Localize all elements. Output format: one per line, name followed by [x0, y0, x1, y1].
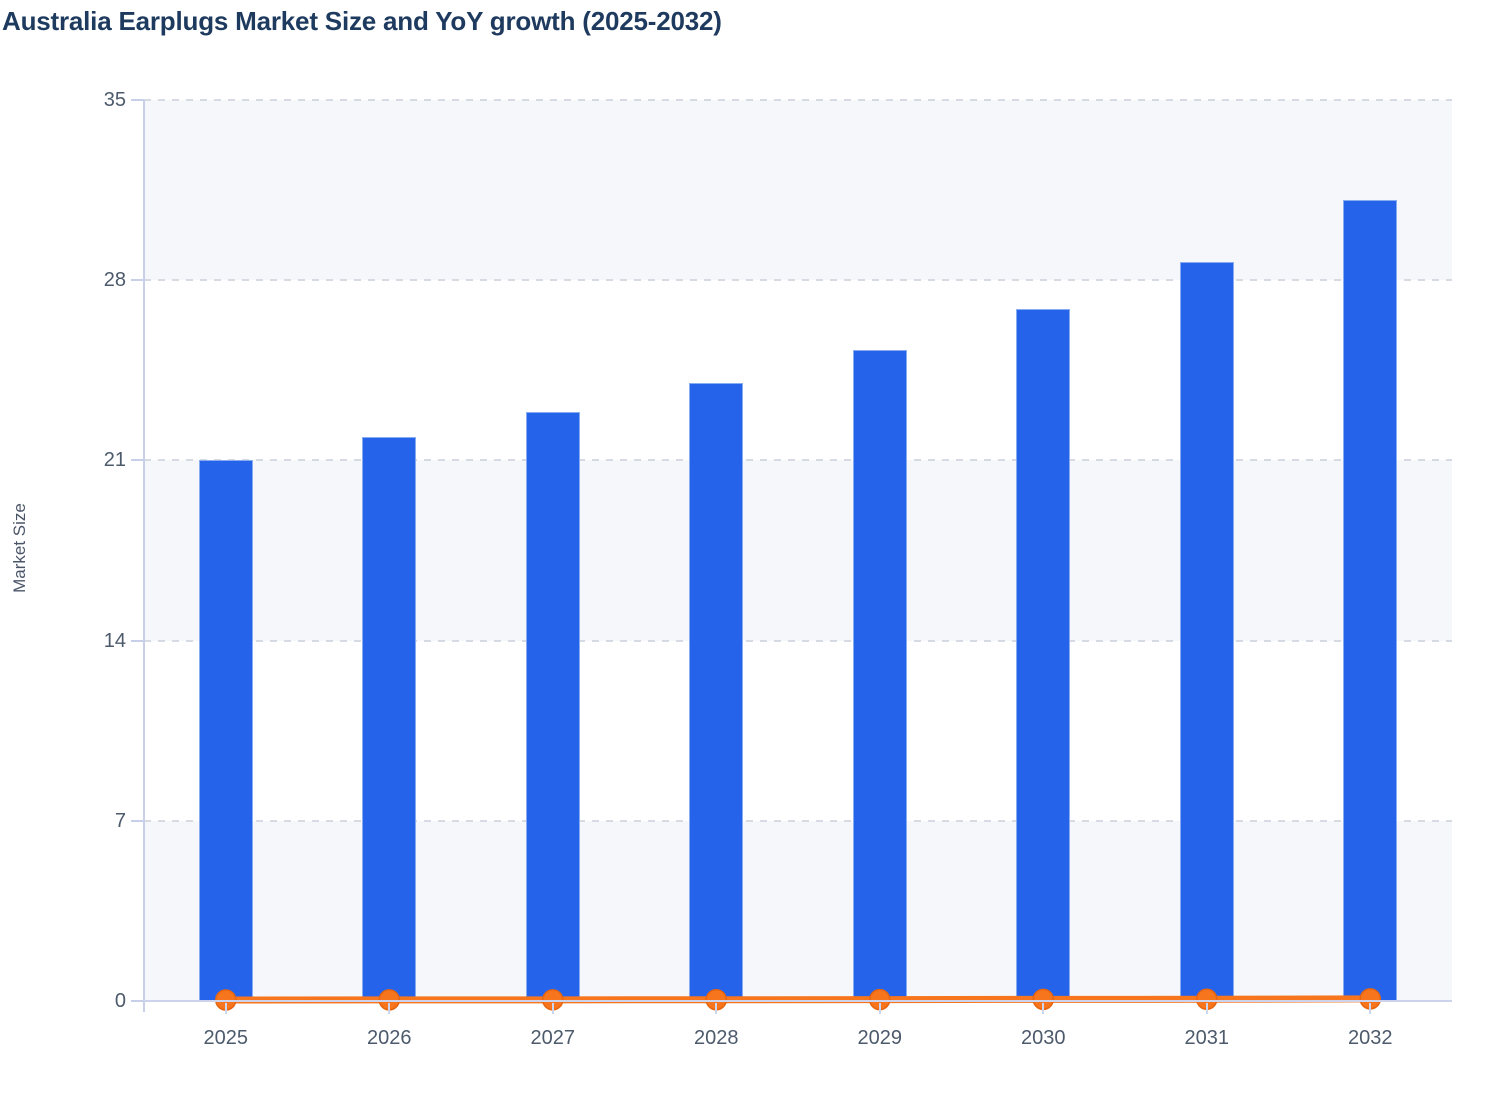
y-tick-mark	[131, 639, 144, 642]
bar-2030[interactable]	[1016, 308, 1071, 1001]
gridline	[144, 639, 1452, 642]
plot-band	[144, 100, 1452, 281]
x-tick-label-2025: 2025	[203, 1027, 249, 1049]
x-tick-mark	[715, 1003, 718, 1014]
gridline	[144, 279, 1452, 282]
yoy-growth-line	[222, 995, 1374, 1004]
bar-2027[interactable]	[525, 411, 580, 1001]
y-axis-title: Market Size	[10, 503, 29, 593]
x-tick-label-2027: 2027	[530, 1027, 576, 1049]
x-tick-label-2032: 2032	[1348, 1027, 1393, 1049]
x-tick-label-2029: 2029	[857, 1027, 903, 1049]
y-tick-mark	[131, 99, 144, 101]
yoy-line-layer	[215, 988, 1381, 1011]
x-tick-mark	[878, 1003, 881, 1014]
plot-band	[144, 460, 1452, 641]
y-tick-label: 7	[114, 809, 126, 832]
x-tick-mark	[1369, 1003, 1372, 1014]
x-tick-mark	[224, 1003, 227, 1014]
gridline	[144, 459, 1452, 462]
y-tick-mark	[131, 279, 144, 282]
x-tick-mark	[1042, 1003, 1045, 1014]
y-tick-label: 21	[103, 449, 126, 472]
plot-band	[144, 640, 1452, 821]
y-tick-label: 0	[114, 990, 126, 1012]
plot-area	[144, 99, 1452, 1011]
y-tick-mark	[131, 819, 144, 822]
y-axis-line	[143, 100, 145, 1012]
bar-2025[interactable]	[198, 460, 253, 1001]
bar-2032[interactable]	[1343, 200, 1398, 1001]
x-tick-label-2031: 2031	[1184, 1027, 1230, 1049]
y-tick-label: 28	[103, 269, 126, 292]
x-tick-label-2026: 2026	[367, 1027, 412, 1049]
gridline	[144, 819, 1452, 822]
y-tick-label: 14	[103, 629, 126, 652]
bar-2026[interactable]	[362, 437, 417, 1001]
x-tick-mark	[1205, 1003, 1208, 1014]
x-tick-mark	[551, 1003, 554, 1014]
bar-2028[interactable]	[689, 383, 744, 1001]
plot-band	[144, 280, 1452, 461]
x-tick-label-2028: 2028	[694, 1027, 739, 1049]
x-tick-label-2030: 2030	[1021, 1027, 1066, 1049]
x-axis-line	[144, 1000, 1452, 1002]
bar-2029[interactable]	[852, 349, 907, 1001]
gridline	[144, 99, 1452, 101]
x-tick-mark	[388, 1003, 391, 1014]
y-tick-mark	[131, 1000, 144, 1002]
y-tick-mark	[131, 459, 144, 462]
bar-2031[interactable]	[1179, 262, 1234, 1001]
chart-title: Australia Earplugs Market Size and YoY g…	[2, 6, 722, 36]
plot-band	[144, 820, 1452, 1001]
y-tick-label: 35	[103, 89, 126, 111]
